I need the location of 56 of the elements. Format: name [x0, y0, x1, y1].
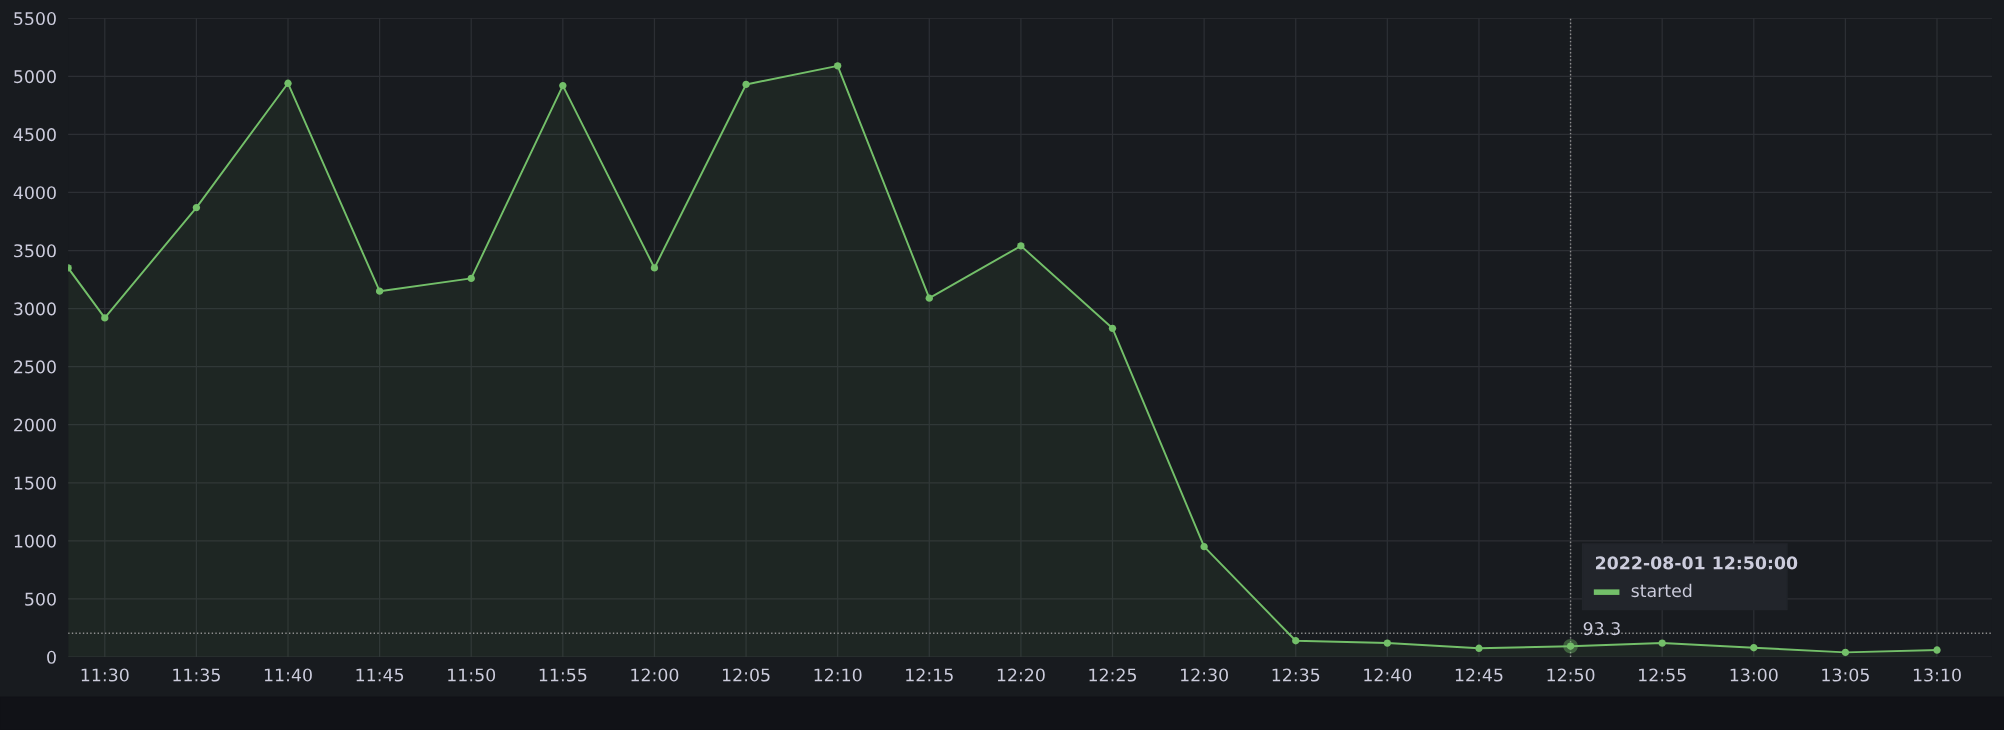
y-tick-label: 5000 — [14, 70, 56, 84]
x-tick-label: 12:30 — [1181, 668, 1228, 682]
point — [192, 203, 201, 212]
point — [284, 79, 292, 87]
point — [467, 274, 475, 283]
point — [1475, 644, 1483, 652]
x-tick-label: 12:45 — [1455, 668, 1503, 682]
y-tick-label: 3500 — [14, 244, 56, 258]
point — [1200, 543, 1208, 551]
point — [559, 81, 567, 90]
y-tick-label: 3000 — [14, 302, 56, 316]
x-tick-label: 12:50 — [1547, 668, 1595, 682]
point — [375, 287, 384, 295]
x-tick-label: 13:10 — [1913, 668, 1961, 682]
point — [101, 314, 109, 322]
x-tick-label: 12:55 — [1639, 668, 1686, 682]
x-tick-label: 11:55 — [539, 668, 587, 682]
x-tick-label: 12:40 — [1364, 668, 1412, 682]
y-tick-label: 4500 — [13, 128, 56, 142]
point — [1750, 644, 1758, 652]
x-tick-label: 11:35 — [173, 668, 220, 682]
point — [925, 294, 933, 302]
x-tick-label: 11:30 — [81, 668, 129, 682]
point — [1292, 637, 1300, 645]
x-tick-label: 12:35 — [1272, 668, 1320, 682]
y-tick-label: 1000 — [14, 534, 56, 548]
y-tick-label: 2000 — [14, 418, 56, 432]
x-tick-label: 12:20 — [997, 668, 1045, 682]
point — [1017, 242, 1025, 250]
legend-label: started — [1631, 583, 1692, 598]
y-tick-label: 0 — [47, 650, 56, 664]
y-tick-label: 2500 — [14, 360, 56, 374]
point — [1658, 639, 1666, 647]
x-tick-label: 11:50 — [448, 668, 496, 682]
y-tick-label: 1500 — [14, 476, 56, 490]
x-tick-label: 13:00 — [1730, 668, 1778, 682]
point — [1383, 639, 1392, 647]
x-tick-label: 12:15 — [906, 668, 953, 682]
point — [1841, 648, 1850, 657]
point — [650, 264, 659, 272]
x-tick-label: 11:45 — [356, 668, 404, 682]
annotation: 2022-08-01 12:50:00 — [1595, 556, 1798, 570]
point — [834, 62, 842, 70]
y-tick-label: 4000 — [13, 186, 56, 200]
y-tick-label: 500 — [25, 592, 56, 606]
x-tick-label: 11:40 — [264, 668, 312, 682]
x-tick-label: 12:25 — [1089, 668, 1137, 682]
point — [1933, 646, 1941, 654]
x-tick-label: 12:05 — [722, 668, 770, 682]
y-tick-label: 5500 — [14, 11, 56, 26]
point — [742, 80, 750, 89]
x-tick-label: 13:05 — [1822, 668, 1869, 682]
point — [1108, 324, 1117, 333]
x-tick-label: 12:10 — [814, 668, 862, 682]
data-label: 93.3 — [1583, 622, 1620, 636]
x-tick-label: 12:00 — [631, 668, 679, 682]
